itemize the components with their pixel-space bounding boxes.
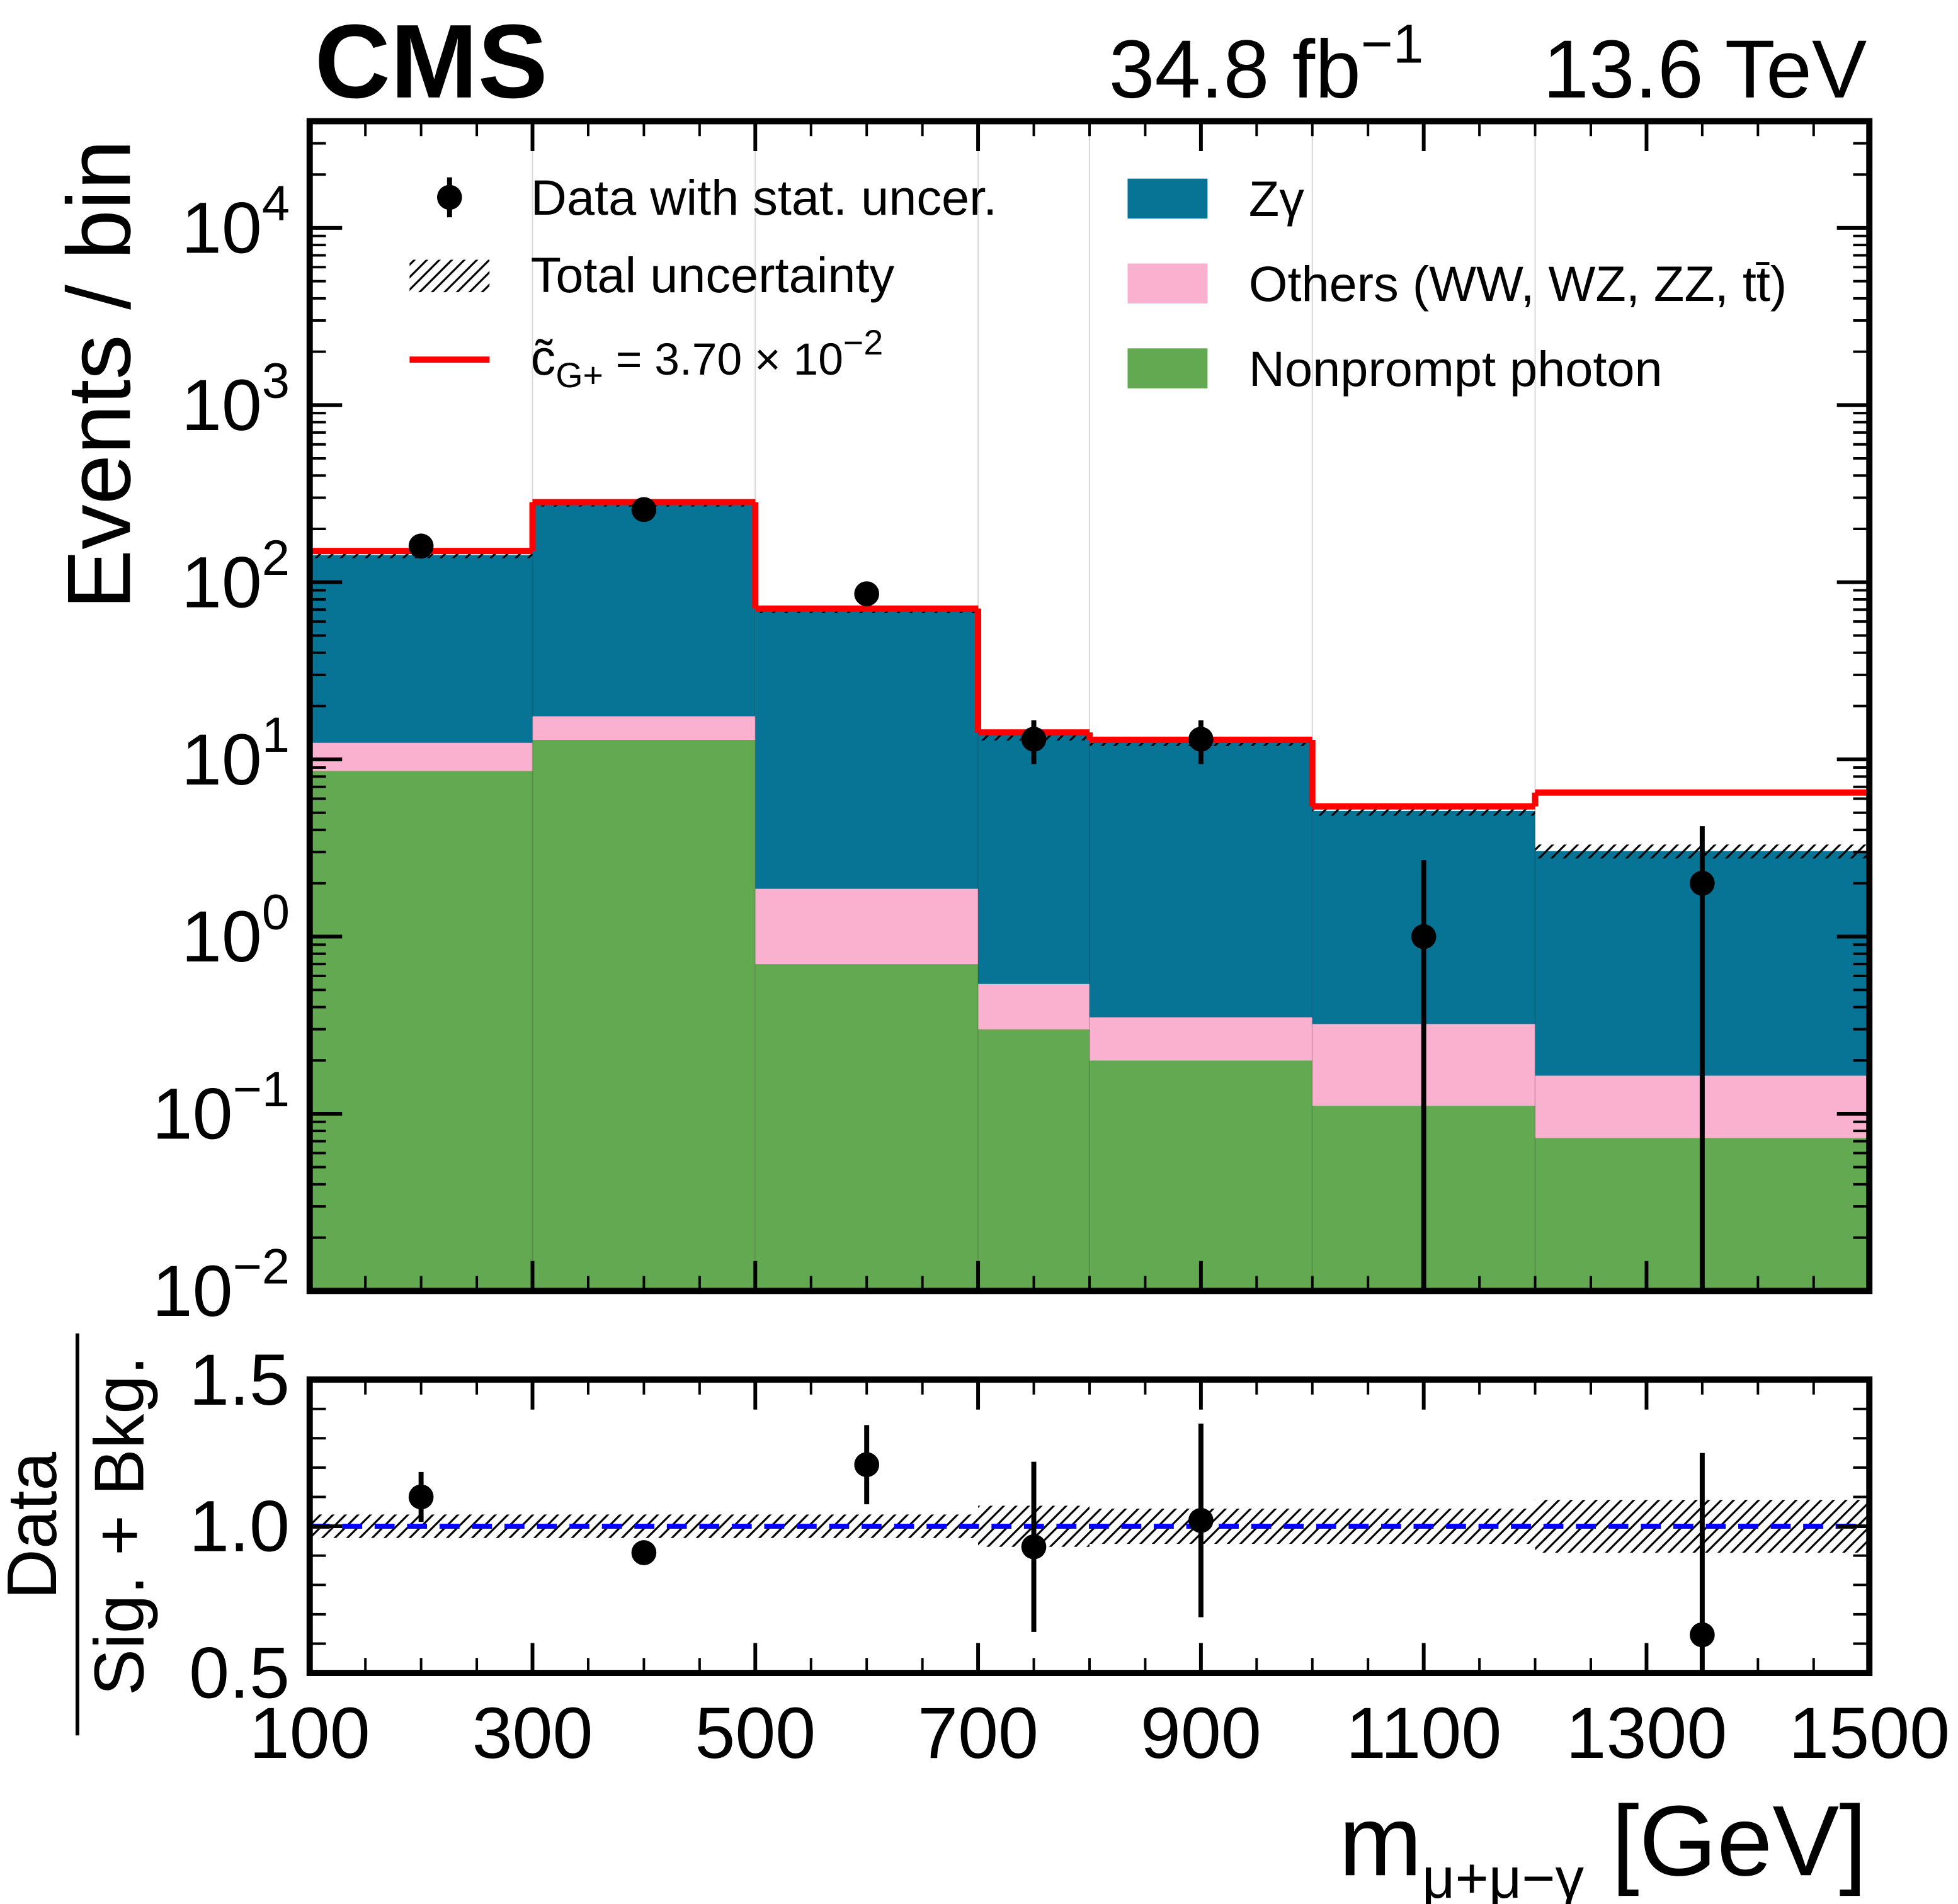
ratio-point xyxy=(631,1540,657,1565)
x-tick-label: 500 xyxy=(695,1693,816,1774)
data-point xyxy=(1188,727,1214,752)
bar xyxy=(1089,1060,1312,1291)
bar xyxy=(755,964,979,1291)
legend-label: Data with stat. uncer. xyxy=(531,169,997,225)
bar xyxy=(755,609,979,889)
bar xyxy=(978,735,1090,984)
ratio-y-tick-label: 1.5 xyxy=(189,1340,290,1420)
lumi-label: 34.8 fb−1 xyxy=(1109,13,1424,115)
data-point xyxy=(631,497,657,523)
ratio-plot-area xyxy=(309,1423,1870,1674)
lumi-sup: −1 xyxy=(1361,13,1423,74)
legend-swatch xyxy=(1127,263,1208,303)
x-tick-label: 1300 xyxy=(1566,1693,1727,1774)
x-axis-label: mμ+μ−γ [GeV] xyxy=(1339,1784,1867,1904)
bar xyxy=(532,739,756,1291)
bar xyxy=(1089,1017,1312,1061)
x-tick-label: 700 xyxy=(918,1693,1039,1774)
ratio-point xyxy=(854,1452,880,1478)
x-label-unit: [GeV] xyxy=(1612,1784,1867,1896)
legend-label: Others (WW, WZ, ZZ, tt̄) xyxy=(1249,256,1787,312)
energy-label: 13.6 TeV xyxy=(1543,23,1867,115)
data-point xyxy=(1021,727,1047,752)
x-tick-label: 300 xyxy=(472,1693,593,1774)
ratio-point xyxy=(408,1484,434,1510)
bar xyxy=(309,771,533,1291)
legend-swatch xyxy=(1127,178,1208,219)
legend: Data with stat. uncer. Total uncertainty… xyxy=(409,169,1787,397)
y-tick-label: 101 xyxy=(181,706,290,800)
y-tick-label-exponent: 2 xyxy=(262,530,290,586)
y-tick-label: 103 xyxy=(181,352,290,446)
main-plot-area xyxy=(309,121,1870,1291)
y-tick-label: 104 xyxy=(181,175,290,269)
signal-label-rest: = 3.70 × 10 xyxy=(603,334,843,385)
y-tick-label: 10−1 xyxy=(152,1061,290,1155)
ratio-label-denominator: Sig. + Bkg. xyxy=(80,1356,159,1696)
axes: 100 300 500 700 900 1100 1300 150010−210−110010… xyxy=(152,118,1950,1774)
y-tick-label: 10−2 xyxy=(152,1238,290,1332)
bar xyxy=(309,555,533,743)
y-tick-label-exponent: −1 xyxy=(233,1061,290,1117)
y-tick-label-base: 10 xyxy=(181,188,262,269)
y-tick-label-exponent: −2 xyxy=(233,1238,290,1294)
y-tick-label: 100 xyxy=(181,884,290,978)
signal-label-sub: G+ xyxy=(555,356,603,395)
signal-label-sup: −2 xyxy=(843,323,883,362)
bar xyxy=(755,888,979,965)
x-label-sub: μ+μ−γ xyxy=(1422,1846,1585,1904)
y-tick-label-base: 10 xyxy=(152,1074,233,1155)
y-tick-label: 102 xyxy=(181,530,290,623)
y-tick-label-exponent: 0 xyxy=(262,884,290,940)
legend-label: c̃G+ = 3.70 × 10−2 xyxy=(531,323,884,395)
ratio-y-tick-label: 1.0 xyxy=(189,1487,290,1567)
y-tick-label-base: 10 xyxy=(181,542,262,623)
bar xyxy=(309,742,533,771)
x-tick-label: 1500 xyxy=(1789,1693,1950,1774)
legend-label: Zγ xyxy=(1249,171,1304,227)
bar xyxy=(978,1029,1090,1291)
y-tick-label-base: 10 xyxy=(181,720,262,800)
legend-hatch xyxy=(409,259,490,293)
data-point xyxy=(854,581,880,606)
x-tick-label: 900 xyxy=(1141,1693,1261,1774)
legend-label: Total uncertainty xyxy=(531,247,895,303)
data-point xyxy=(1690,870,1715,896)
y-tick-label-base: 10 xyxy=(181,897,262,977)
bar xyxy=(1089,741,1312,1017)
legend-data-marker xyxy=(436,184,462,210)
y-axis-label: Events / bin xyxy=(49,140,149,609)
ratio-point xyxy=(1188,1507,1214,1533)
lumi-text: 34.8 fb xyxy=(1109,23,1361,115)
data-point xyxy=(408,533,434,559)
x-label-text: m xyxy=(1339,1784,1422,1896)
bar xyxy=(532,503,756,717)
y-tick-label-base: 10 xyxy=(181,365,262,446)
ratio-point xyxy=(1690,1622,1715,1648)
y-tick-label-exponent: 4 xyxy=(262,175,290,231)
ratio-point xyxy=(1021,1534,1047,1560)
legend-swatch xyxy=(1127,348,1208,388)
signal-label-text: c̃ xyxy=(531,329,556,385)
ratio-label-numerator: Data xyxy=(0,1452,71,1600)
x-tick-label: 100 xyxy=(249,1693,370,1774)
x-tick-label: 1100 xyxy=(1346,1693,1501,1774)
chart-title: CMS xyxy=(315,3,548,120)
ratio-y-tick-label: 0.5 xyxy=(189,1633,290,1714)
y-tick-label-exponent: 1 xyxy=(262,706,290,762)
bar xyxy=(978,983,1090,1029)
y-tick-label-exponent: 3 xyxy=(262,352,290,408)
bar xyxy=(532,716,756,740)
y-tick-label-base: 10 xyxy=(152,1251,233,1332)
data-point xyxy=(1411,924,1437,949)
legend-label: Nonprompt photon xyxy=(1249,341,1663,397)
